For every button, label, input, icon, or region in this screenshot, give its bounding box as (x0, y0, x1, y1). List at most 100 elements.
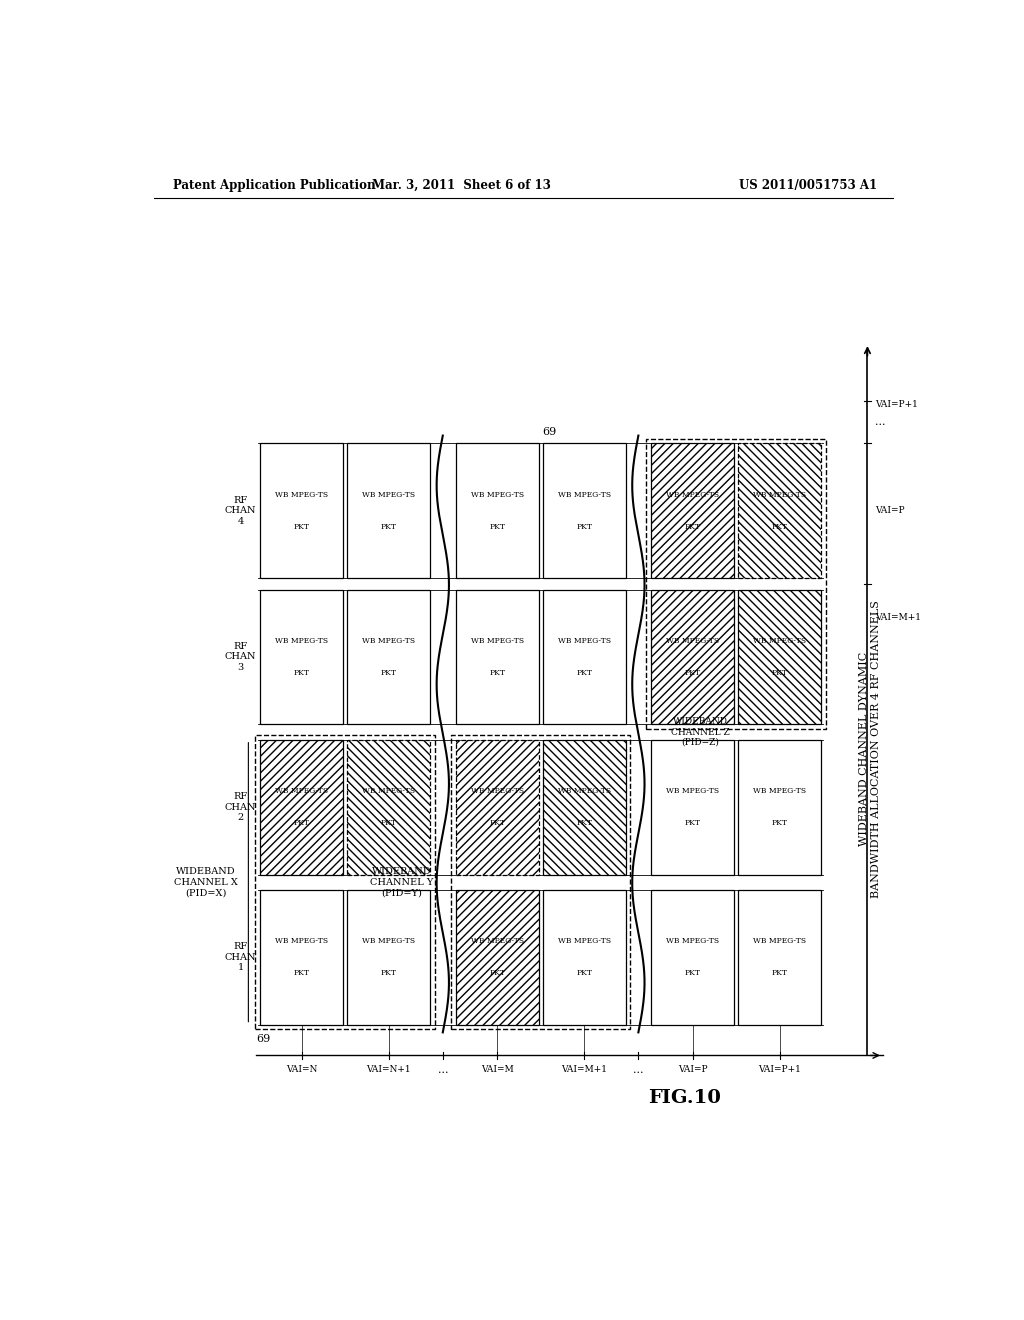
Bar (738, 890, 821, 1024)
Text: WB MPEG-TS: WB MPEG-TS (666, 787, 719, 795)
Bar (347, 739, 430, 875)
Text: ...: ... (876, 417, 886, 426)
Text: WB MPEG-TS: WB MPEG-TS (753, 491, 806, 499)
Text: FIG.10: FIG.10 (648, 1089, 721, 1106)
Text: PKT: PKT (381, 820, 396, 828)
Text: PKT: PKT (294, 969, 309, 977)
Text: PKT: PKT (381, 523, 396, 531)
Bar (347, 590, 430, 725)
Text: WB MPEG-TS: WB MPEG-TS (557, 937, 610, 945)
Text: PKT: PKT (381, 969, 396, 977)
Text: PKT: PKT (577, 820, 592, 828)
Bar (456, 890, 539, 1024)
Text: 69: 69 (256, 1034, 270, 1044)
Text: WIDEBAND
CHANNEL Z
(PID=Z): WIDEBAND CHANNEL Z (PID=Z) (671, 717, 730, 747)
Bar (260, 739, 343, 875)
Bar (456, 890, 539, 1024)
Bar (456, 444, 539, 578)
Bar (456, 590, 539, 725)
Text: PKT: PKT (772, 969, 787, 977)
Text: PKT: PKT (489, 669, 505, 677)
Text: PKT: PKT (685, 820, 700, 828)
Text: WB MPEG-TS: WB MPEG-TS (666, 636, 719, 644)
Text: PKT: PKT (294, 669, 309, 677)
Text: RF
CHAN
3: RF CHAN 3 (225, 642, 256, 672)
Text: PKT: PKT (772, 523, 787, 531)
Text: WB MPEG-TS: WB MPEG-TS (361, 491, 415, 499)
Bar (651, 444, 734, 578)
Bar (456, 739, 539, 875)
Text: VAI=N+1: VAI=N+1 (367, 1065, 411, 1073)
Bar (456, 739, 539, 875)
Bar (347, 890, 430, 1024)
Bar (651, 739, 734, 875)
Text: WB MPEG-TS: WB MPEG-TS (361, 636, 415, 644)
Bar (651, 590, 734, 725)
Text: WB MPEG-TS: WB MPEG-TS (470, 937, 523, 945)
Text: WIDEBAND
CHANNEL Y
(PID=Y): WIDEBAND CHANNEL Y (PID=Y) (370, 867, 433, 898)
Text: WIDEBAND
CHANNEL X
(PID=X): WIDEBAND CHANNEL X (PID=X) (174, 867, 238, 898)
Text: WB MPEG-TS: WB MPEG-TS (666, 491, 719, 499)
Bar (543, 590, 626, 725)
Text: VAI=P: VAI=P (876, 506, 905, 515)
Text: WB MPEG-TS: WB MPEG-TS (557, 787, 610, 795)
Text: VAI=M: VAI=M (480, 1065, 513, 1073)
Bar (651, 890, 734, 1024)
Text: VAI=P+1: VAI=P+1 (758, 1065, 801, 1073)
Bar (347, 739, 430, 875)
Bar (260, 739, 343, 875)
Text: PKT: PKT (685, 969, 700, 977)
Bar (738, 590, 821, 725)
Text: VAI=M+1: VAI=M+1 (876, 612, 922, 622)
Text: VAI=P: VAI=P (678, 1065, 708, 1073)
Bar (260, 890, 343, 1024)
Bar (646, 438, 826, 729)
Text: WB MPEG-TS: WB MPEG-TS (361, 787, 415, 795)
Text: WB MPEG-TS: WB MPEG-TS (274, 787, 328, 795)
Text: RF
CHAN
2: RF CHAN 2 (225, 792, 256, 822)
Text: ...: ... (437, 1065, 449, 1074)
Text: WB MPEG-TS: WB MPEG-TS (753, 636, 806, 644)
Bar (651, 444, 734, 578)
Text: WB MPEG-TS: WB MPEG-TS (557, 491, 610, 499)
Text: RF
CHAN
1: RF CHAN 1 (225, 942, 256, 972)
Bar (651, 590, 734, 725)
Text: WB MPEG-TS: WB MPEG-TS (666, 937, 719, 945)
Bar (255, 735, 435, 1030)
Bar (543, 739, 626, 875)
Text: PKT: PKT (489, 969, 505, 977)
Text: WB MPEG-TS: WB MPEG-TS (753, 787, 806, 795)
Text: ...: ... (633, 1065, 644, 1074)
Text: WB MPEG-TS: WB MPEG-TS (274, 491, 328, 499)
Text: WB MPEG-TS: WB MPEG-TS (274, 937, 328, 945)
Text: VAI=P+1: VAI=P+1 (876, 400, 919, 409)
Bar (260, 590, 343, 725)
Text: PKT: PKT (294, 523, 309, 531)
Text: PKT: PKT (772, 820, 787, 828)
Text: VAI=M+1: VAI=M+1 (561, 1065, 607, 1073)
Text: WB MPEG-TS: WB MPEG-TS (470, 491, 523, 499)
Text: Mar. 3, 2011  Sheet 6 of 13: Mar. 3, 2011 Sheet 6 of 13 (372, 178, 551, 191)
Text: PKT: PKT (381, 669, 396, 677)
Text: PKT: PKT (685, 523, 700, 531)
Bar (738, 444, 821, 578)
Text: PKT: PKT (772, 669, 787, 677)
Text: WB MPEG-TS: WB MPEG-TS (361, 937, 415, 945)
Bar (451, 735, 631, 1030)
Text: Patent Application Publication: Patent Application Publication (173, 178, 376, 191)
Text: PKT: PKT (577, 669, 592, 677)
Text: PKT: PKT (577, 523, 592, 531)
Bar (347, 444, 430, 578)
Text: US 2011/0051753 A1: US 2011/0051753 A1 (739, 178, 878, 191)
Text: 69: 69 (543, 426, 557, 437)
Text: WB MPEG-TS: WB MPEG-TS (274, 636, 328, 644)
Text: WB MPEG-TS: WB MPEG-TS (557, 636, 610, 644)
Bar (543, 739, 626, 875)
Text: PKT: PKT (685, 669, 700, 677)
Text: PKT: PKT (294, 820, 309, 828)
Text: VAI=N: VAI=N (286, 1065, 317, 1073)
Bar (738, 739, 821, 875)
Text: WIDEBAND CHANNEL DYNAMIC
BANDWIDTH ALLOCATION OVER 4 RF CHANNELS: WIDEBAND CHANNEL DYNAMIC BANDWIDTH ALLOC… (859, 601, 881, 899)
Bar (738, 590, 821, 725)
Text: RF
CHAN
4: RF CHAN 4 (225, 496, 256, 525)
